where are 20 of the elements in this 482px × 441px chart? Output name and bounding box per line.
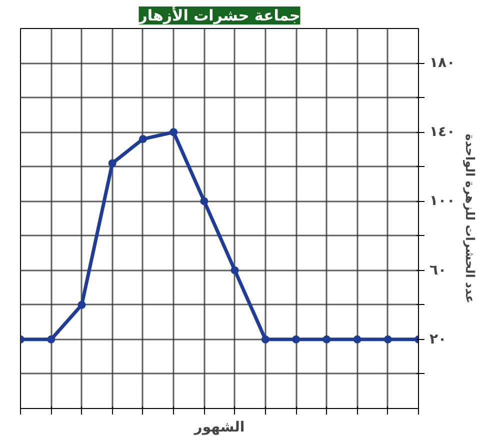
y-axis-title: عدد الحشرات للزهرة الواحدة: [463, 134, 478, 304]
point: [200, 197, 208, 206]
point: [108, 159, 116, 168]
x-axis-title: الشهور: [193, 420, 245, 436]
point: [138, 135, 147, 144]
point: [47, 335, 56, 344]
point: [170, 128, 178, 136]
point: [322, 335, 331, 344]
point: [261, 335, 270, 344]
chart-title: جماعة حشرات الأزهار: [138, 6, 300, 24]
y-tick-label: ٦٠: [430, 262, 447, 278]
point: [78, 300, 86, 309]
point: [353, 335, 362, 344]
y-tick-label: ٢٠: [430, 331, 447, 348]
point: [230, 266, 239, 274]
y-tick-label: ١٨٠: [430, 55, 456, 72]
point: [292, 335, 300, 344]
point: [384, 335, 392, 344]
y-tick-label: ١٤٠: [430, 124, 456, 140]
y-tick-label: ١٠٠: [430, 193, 456, 210]
